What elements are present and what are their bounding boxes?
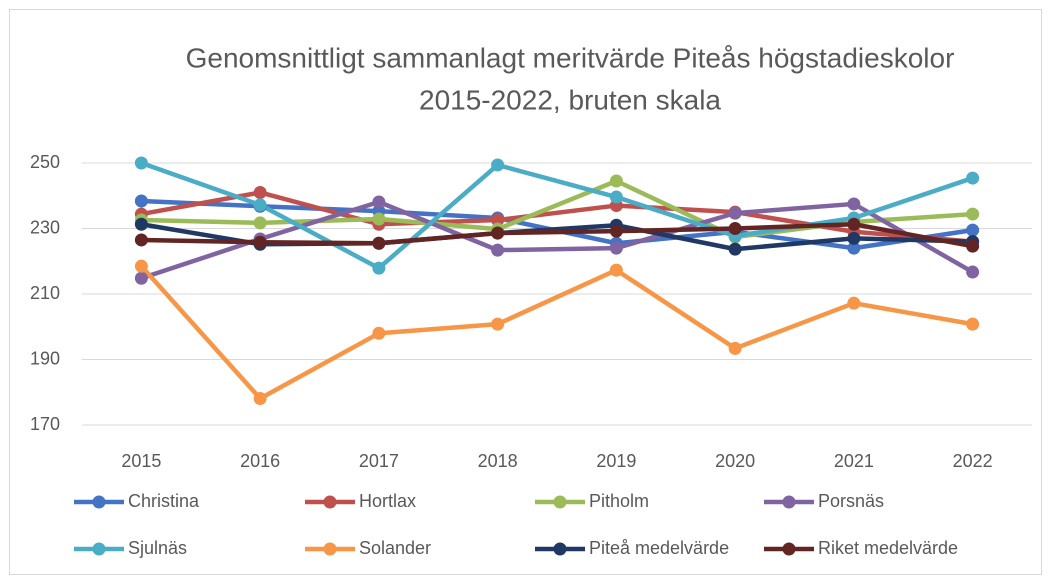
y-tick-label: 190 xyxy=(30,348,60,368)
data-point xyxy=(134,259,148,273)
data-point xyxy=(966,239,980,253)
legend-label: Piteå medelvärde xyxy=(589,538,729,558)
series-line xyxy=(140,160,974,271)
legend-label: Sjulnäs xyxy=(128,538,187,558)
data-point xyxy=(847,217,861,231)
data-point xyxy=(609,224,623,238)
data-point xyxy=(847,197,861,211)
data-point xyxy=(253,216,267,230)
data-point xyxy=(728,222,742,235)
y-tick-label: 250 xyxy=(30,152,60,172)
data-point xyxy=(609,263,623,277)
y-tick-label: 170 xyxy=(30,414,60,434)
chart-title: 2015-2022, bruten skala xyxy=(419,84,721,115)
y-tick-label: 210 xyxy=(30,283,60,303)
chart-border xyxy=(9,9,1042,575)
data-point xyxy=(253,235,267,249)
data-point xyxy=(609,190,623,204)
legend-label: Solander xyxy=(359,538,431,558)
data-point xyxy=(134,233,148,247)
data-point xyxy=(134,271,148,285)
x-tick-label: 2018 xyxy=(478,451,518,471)
data-point xyxy=(491,226,505,240)
data-point xyxy=(491,158,505,172)
data-point xyxy=(372,195,386,209)
legend-marker xyxy=(323,542,337,556)
legend-marker xyxy=(553,495,567,509)
series-line xyxy=(141,221,974,249)
data-point xyxy=(966,223,980,237)
data-point xyxy=(491,213,505,227)
data-point xyxy=(609,241,623,255)
legend-label: Riket medelvärde xyxy=(818,538,958,558)
x-tick-label: 2016 xyxy=(240,451,280,471)
series-line xyxy=(140,190,973,244)
x-tick-label: 2021 xyxy=(834,451,874,471)
data-point xyxy=(134,156,148,170)
data-point xyxy=(966,317,980,331)
legend-label: Hortlax xyxy=(359,491,416,511)
series-line xyxy=(139,264,974,401)
data-point xyxy=(253,185,267,199)
legend-label: Christina xyxy=(128,491,200,511)
data-point xyxy=(134,217,148,231)
data-point xyxy=(372,212,386,226)
y-tick-label: 230 xyxy=(30,217,60,237)
data-point xyxy=(728,242,742,256)
data-point xyxy=(609,174,623,188)
data-point xyxy=(847,296,861,310)
legend-label: Pitholm xyxy=(589,491,649,511)
data-point xyxy=(372,261,386,275)
legend-label: Porsnäs xyxy=(818,491,884,511)
legend-marker xyxy=(782,495,796,509)
data-point xyxy=(847,231,861,245)
data-point xyxy=(372,236,386,250)
x-tick-label: 2022 xyxy=(953,451,993,471)
x-tick-label: 2019 xyxy=(596,451,636,471)
data-point xyxy=(847,241,861,255)
x-tick-label: 2020 xyxy=(715,451,755,471)
legend-marker xyxy=(782,542,796,556)
data-point xyxy=(253,198,267,212)
data-point xyxy=(253,391,267,405)
legend-marker xyxy=(92,542,106,556)
x-tick-label: 2017 xyxy=(359,451,399,471)
data-point xyxy=(491,243,505,257)
series-line xyxy=(140,199,974,281)
data-point xyxy=(966,207,980,221)
data-point xyxy=(966,171,980,185)
data-point xyxy=(372,326,386,340)
legend-marker xyxy=(553,542,567,556)
data-point xyxy=(966,265,980,279)
data-point xyxy=(134,194,148,208)
data-point xyxy=(491,317,505,331)
chart-title: Genomsnittligt sammanlagt meritvärde Pit… xyxy=(186,42,955,73)
data-point xyxy=(728,206,742,220)
x-tick-label: 2015 xyxy=(121,451,161,471)
data-point xyxy=(728,341,742,355)
legend-marker xyxy=(323,495,337,509)
legend-marker xyxy=(92,495,106,509)
